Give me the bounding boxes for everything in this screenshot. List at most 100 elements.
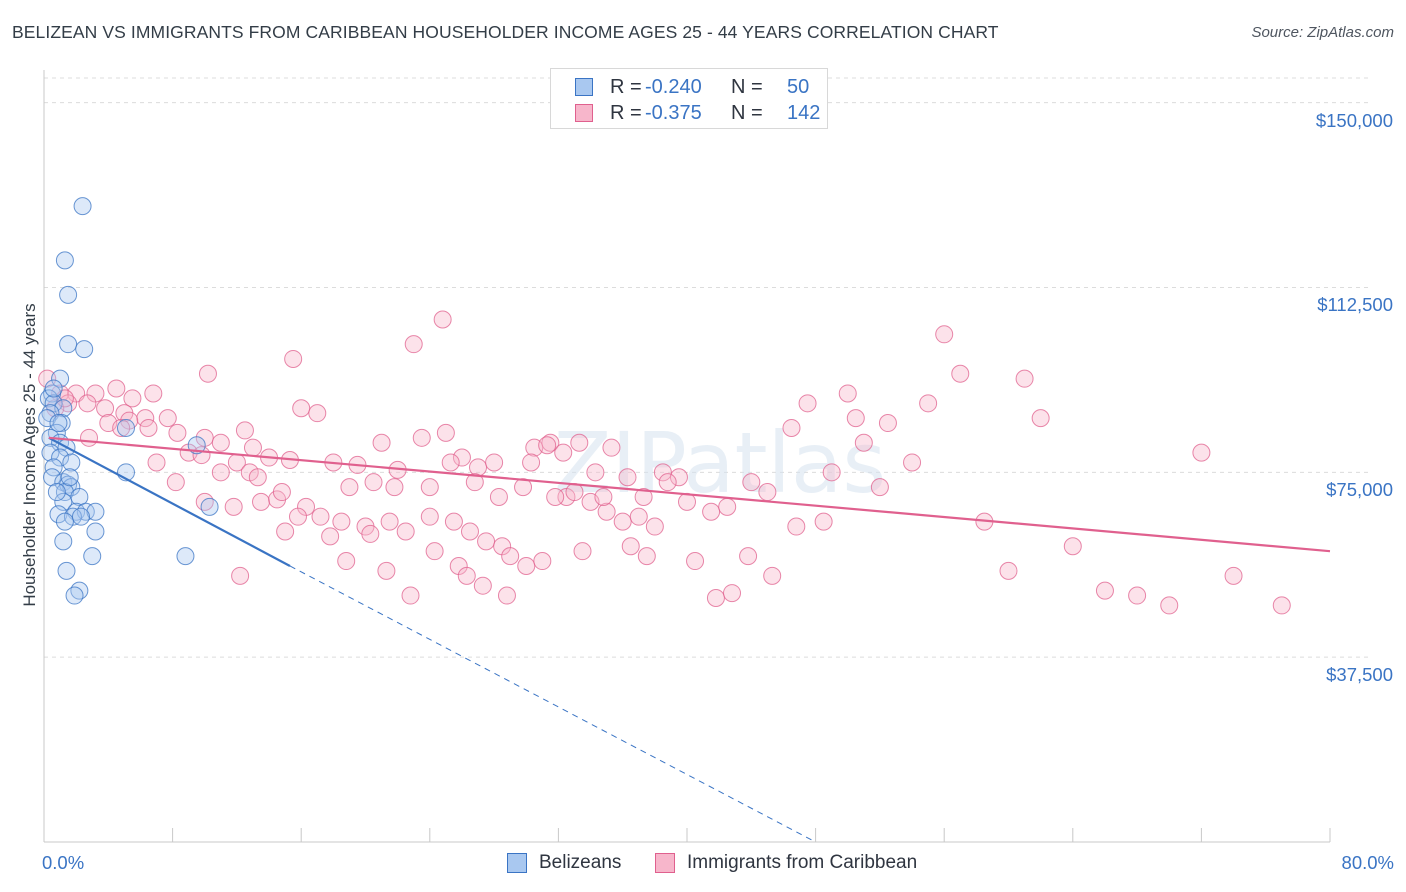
immigrants-point [1224, 566, 1243, 585]
immigrants-point [380, 512, 399, 531]
immigrants-point [669, 468, 688, 487]
immigrants-point [758, 483, 777, 502]
immigrants-point [653, 463, 672, 482]
legend-swatch-pink [575, 104, 593, 122]
immigrants-point [822, 463, 841, 482]
y-tick-label: $75,000 [1326, 479, 1393, 501]
immigrants-point [554, 443, 573, 462]
immigrants-point [594, 487, 613, 506]
immigrants-point [951, 364, 970, 383]
immigrants-point [723, 584, 742, 603]
immigrants-point [377, 561, 396, 580]
immigrants-point [284, 349, 303, 368]
immigrants-point [96, 399, 115, 418]
immigrants-point [489, 487, 508, 506]
immigrants-point [613, 512, 632, 531]
immigrants-point [618, 468, 637, 487]
series-swatch-pink [655, 853, 675, 873]
legend-swatch-blue [575, 78, 593, 96]
immigrants-point [433, 310, 452, 329]
immigrants-point [678, 492, 696, 511]
belizeans-point [65, 586, 84, 605]
immigrants-point [658, 473, 677, 492]
immigrants-point [501, 547, 520, 566]
immigrants-point [1031, 409, 1050, 428]
belizeans-point [47, 483, 66, 502]
belizeans-point [200, 497, 219, 516]
immigrants-point [243, 438, 262, 457]
immigrants-point [248, 468, 267, 487]
immigrants-point [123, 389, 142, 408]
x-tick-label-max: 80.0% [1341, 852, 1394, 873]
belizeans-point [55, 512, 74, 531]
immigrants-point [441, 453, 460, 472]
belizeans-point [83, 547, 102, 566]
immigrants-point [1160, 596, 1179, 615]
belizeans-point [70, 581, 89, 600]
legend-n-value: 142 [787, 102, 821, 124]
immigrants-point [634, 487, 653, 506]
immigrants-point [38, 369, 57, 388]
legend-n-label: N = [731, 102, 763, 124]
immigrants-point [854, 433, 873, 452]
chart-title: BELIZEAN VS IMMIGRANTS FROM CARIBBEAN HO… [12, 22, 999, 42]
immigrants-point [565, 483, 584, 502]
immigrants-point [497, 586, 516, 605]
series-swatch-blue [507, 853, 527, 873]
belizeans-point [39, 389, 58, 408]
belizeans-trend-extension [289, 565, 816, 843]
belizeans-point [41, 443, 60, 462]
immigrants-point [385, 478, 404, 497]
immigrants-point [473, 576, 492, 595]
belizeans-point [55, 251, 74, 270]
immigrants-point [112, 418, 131, 437]
immigrants-point [1128, 586, 1147, 605]
legend-n-label: N = [731, 76, 763, 98]
x-tick-label-min: 0.0% [42, 852, 85, 873]
belizeans-point [176, 547, 195, 566]
immigrants-point [573, 542, 592, 561]
immigrants-point [718, 497, 737, 516]
immigrants-point [78, 394, 97, 413]
axes [43, 70, 1331, 843]
immigrants-point [645, 517, 664, 536]
immigrants-point [935, 325, 954, 344]
immigrants-point [782, 418, 801, 437]
series-immigrants-points [38, 310, 1291, 615]
immigrants-point [80, 428, 99, 447]
belizeans-point [59, 285, 78, 304]
immigrants-point [144, 384, 163, 403]
legend-n-value: 50 [787, 76, 810, 98]
immigrants-point [308, 404, 327, 423]
immigrants-point [404, 335, 423, 354]
belizeans-point [62, 453, 81, 472]
immigrants-point [420, 507, 439, 526]
immigrants-point [147, 453, 166, 472]
immigrants-point [878, 414, 897, 433]
immigrants-point [485, 453, 504, 472]
immigrants-point [235, 421, 254, 440]
immigrants-point [637, 547, 656, 566]
y-tick-label: $150,000 [1315, 109, 1393, 131]
immigrants-point [420, 478, 439, 497]
belizeans-point [60, 468, 79, 487]
legend: R = -0.240 N = 50 R = -0.375 N = 142 [550, 68, 828, 129]
immigrants-point [686, 552, 705, 571]
immigrants-point [814, 512, 833, 531]
immigrants-point [288, 507, 307, 526]
immigrants-point [706, 589, 725, 608]
belizeans-point [116, 418, 135, 437]
immigrants-trend-line [48, 436, 1331, 553]
belizeans-point [59, 335, 78, 354]
immigrants-point [838, 384, 857, 403]
immigrants-point [372, 433, 391, 452]
immigrants-point [436, 423, 455, 442]
immigrants-point [999, 561, 1018, 580]
immigrants-point [1015, 369, 1034, 388]
immigrants-point [166, 473, 185, 492]
immigrants-point [231, 566, 250, 585]
immigrants-point [1192, 443, 1211, 462]
immigrants-point [425, 542, 444, 561]
immigrants-point [538, 436, 557, 455]
legend-r-label: R = [610, 102, 642, 124]
